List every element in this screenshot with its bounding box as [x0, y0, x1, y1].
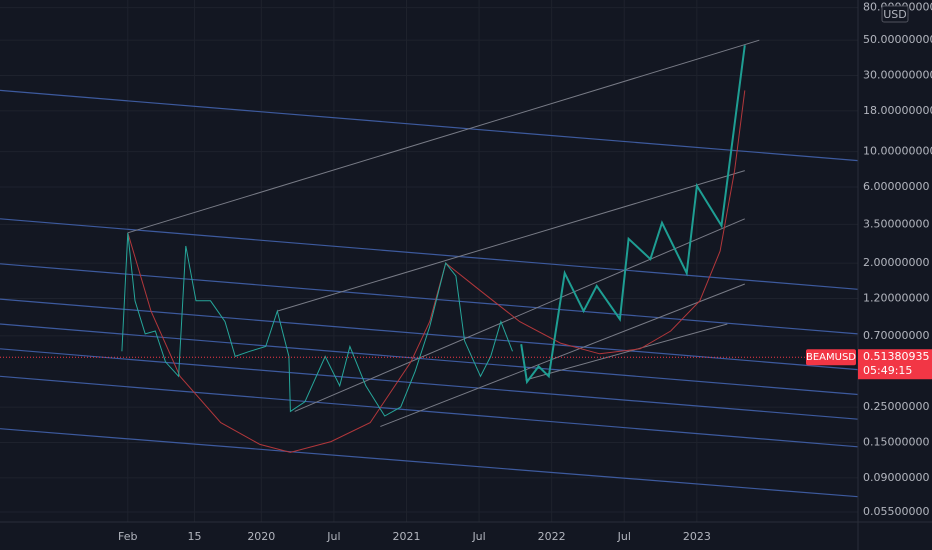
- y-tick-label: 0.25000000: [863, 400, 929, 413]
- y-tick-label: 1.20000000: [863, 291, 929, 304]
- currency-box[interactable]: [881, 5, 909, 23]
- currency: USD: [883, 8, 907, 21]
- series-line: [380, 283, 745, 427]
- series-line: [0, 89, 858, 162]
- series-line: [121, 232, 513, 417]
- y-tick-label: 3.50000000: [863, 217, 929, 230]
- series-line: [0, 263, 858, 335]
- x-tick-label: Jul: [326, 530, 340, 543]
- y-tick-label: 10.00000000: [863, 145, 932, 158]
- y-tick-label: 0.05500000: [863, 505, 929, 518]
- x-tick-label: Jul: [617, 530, 631, 543]
- series-line: [294, 218, 745, 412]
- series-line: [0, 348, 858, 420]
- y-tick-label: 18.00000000: [863, 104, 932, 117]
- symbol-tag: [806, 349, 856, 366]
- symbol-label: BEAMUSD: [806, 352, 856, 363]
- series-line: [520, 45, 746, 385]
- x-tick-label: Feb: [118, 530, 137, 543]
- series-line: [0, 218, 858, 290]
- last-price-label: 0.51380935: [863, 350, 929, 363]
- series-line: [525, 323, 728, 381]
- plot-area: [0, 39, 858, 498]
- x-tick-label: Jul: [471, 530, 485, 543]
- series-line: [0, 323, 858, 396]
- y-tick-label: 6.00000000: [863, 180, 929, 193]
- series-line: [0, 428, 858, 498]
- x-tick-label: 2021: [392, 530, 420, 543]
- countdown-label: 05:49:15: [863, 364, 912, 377]
- y-tick-label: 2.00000000: [863, 256, 929, 269]
- y-tick-label: 0.09000000: [863, 471, 929, 484]
- price-tag: [858, 349, 932, 380]
- y-tick-label: 0.70000000: [863, 329, 929, 342]
- series-line: [277, 170, 745, 312]
- series-line: [0, 298, 858, 371]
- x-tick-label: 2022: [538, 530, 566, 543]
- series-line: [0, 375, 858, 448]
- y-tick-label: 0.15000000: [863, 436, 929, 449]
- series-line: [127, 39, 760, 234]
- x-tick-label: 2020: [247, 530, 275, 543]
- y-tick-label: 50.00000000: [863, 33, 932, 46]
- x-tick-label: 15: [188, 530, 202, 543]
- y-tick-label: 30.00000000: [863, 69, 932, 82]
- x-tick-label: 2023: [683, 530, 711, 543]
